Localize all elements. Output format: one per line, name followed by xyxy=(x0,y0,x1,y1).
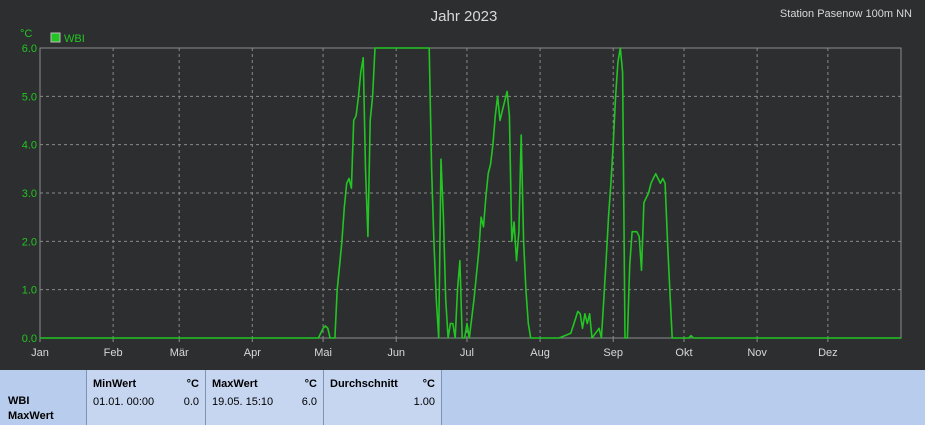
stat-avg-box: Durchschnitt °C 1.00 xyxy=(324,370,442,425)
y-unit-label: °C xyxy=(20,28,32,40)
stats-series-label: WBI MaxWert xyxy=(0,370,87,425)
x-tick-label: Dez xyxy=(818,347,838,359)
stat-min-box: MinWert °C 01.01. 00:00 0.0 xyxy=(87,370,206,425)
stat-max-box: MaxWert °C 19.05. 15:10 6.0 xyxy=(206,370,324,425)
stat-min-header: MinWert xyxy=(93,378,137,390)
chart-title: Jahr 2023 xyxy=(431,8,498,25)
legend-label: WBI xyxy=(64,33,85,45)
x-tick-label: Nov xyxy=(747,347,767,359)
x-tick-label: Jul xyxy=(460,347,474,359)
stat-min-unit: °C xyxy=(186,378,199,390)
stat-avg-unit: °C xyxy=(422,378,435,390)
stats-series-subname: MaxWert xyxy=(8,410,54,422)
stat-avg-header: Durchschnitt xyxy=(330,378,398,390)
x-tick-label: Jun xyxy=(387,347,405,359)
y-axis-ticks: 0.0 1.0 2.0 3.0 4.0 5.0 6.0 xyxy=(22,43,37,345)
stat-min-date: 01.01. 00:00 xyxy=(93,396,155,408)
y-tick-label: 4.0 xyxy=(22,140,37,152)
x-tick-label: Jan xyxy=(31,347,49,359)
stat-avg-value: 1.00 xyxy=(413,396,435,408)
stat-min-value: 0.0 xyxy=(183,396,199,408)
station-label: Station Pasenow 100m NN xyxy=(780,8,912,20)
x-tick-label: Apr xyxy=(244,347,261,359)
stats-panel: WBI MaxWert MinWert °C 01.01. 00:00 0.0 … xyxy=(0,370,925,425)
y-tick-label: 0.0 xyxy=(22,333,37,345)
stat-max-header: MaxWert xyxy=(212,378,258,390)
legend-swatch xyxy=(50,32,61,43)
y-tick-label: 3.0 xyxy=(22,188,37,200)
chart-svg: Jahr 2023 Station Pasenow 100m NN °C WBI… xyxy=(20,8,912,359)
x-tick-label: Feb xyxy=(104,347,123,359)
grid-layer xyxy=(40,48,901,338)
plot-frame xyxy=(39,47,902,339)
y-tick-label: 1.0 xyxy=(22,285,37,297)
x-tick-label: Aug xyxy=(530,347,550,359)
chart-area: Jahr 2023 Station Pasenow 100m NN °C WBI… xyxy=(20,8,913,359)
x-tick-label: Mär xyxy=(170,347,189,359)
series-layer xyxy=(40,47,901,339)
y-tick-label: 2.0 xyxy=(22,236,37,248)
stat-max-value: 6.0 xyxy=(301,396,317,408)
stats-series-name: WBI xyxy=(8,395,30,407)
x-tick-label: Sep xyxy=(603,347,623,359)
y-tick-label: 6.0 xyxy=(22,43,37,55)
x-axis-ticks: Jan Feb Mär Apr Mai Jun Jul Aug Sep Okt Nov Dez xyxy=(31,338,838,359)
stat-max-unit: °C xyxy=(304,378,317,390)
series-line-wbi xyxy=(40,47,901,339)
y-tick-label: 5.0 xyxy=(22,91,37,103)
x-tick-label: Okt xyxy=(675,347,692,359)
stat-max-date: 19.05. 15:10 xyxy=(212,396,274,408)
x-tick-label: Mai xyxy=(314,347,332,359)
